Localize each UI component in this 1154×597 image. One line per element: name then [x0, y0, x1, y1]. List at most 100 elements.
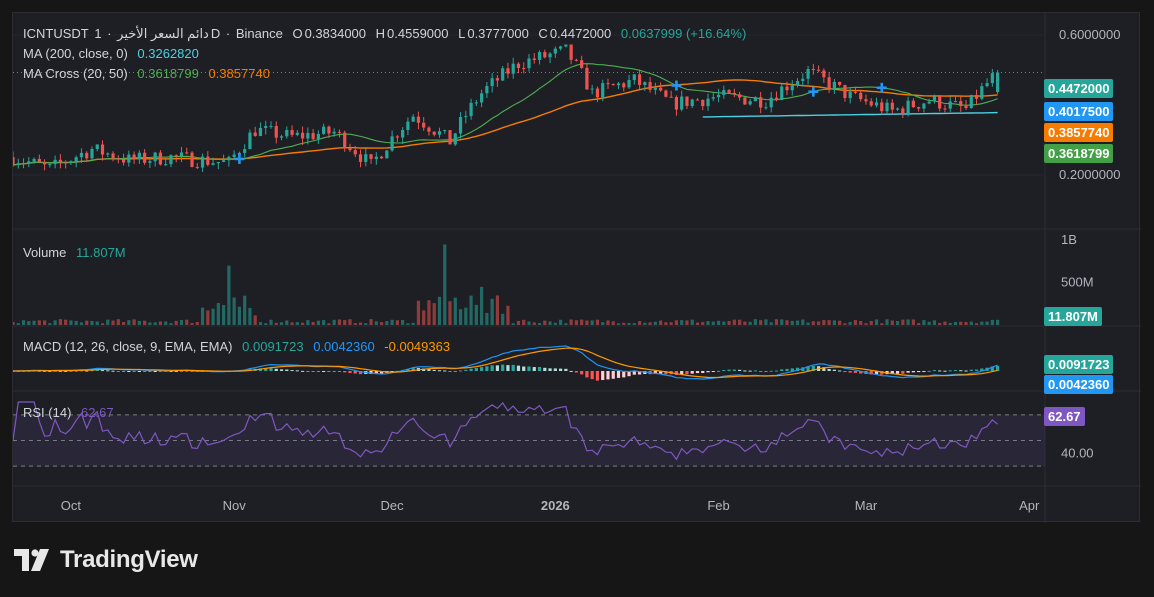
chart-canvas[interactable]: 0.6000000 0.2000000 1B 500M 40.00 Oct Nov Dec 20…	[11, 13, 1141, 523]
volume-bar-134	[716, 320, 721, 325]
volume-bar-108	[580, 319, 584, 325]
macd-hist-bar-175	[932, 370, 937, 372]
volume-bar-149	[795, 320, 800, 325]
macd-hist-bar-81	[437, 370, 442, 372]
volume-tick-label-0: 1B	[1061, 232, 1077, 247]
fast-ma-badge: 0.3618799	[1044, 144, 1114, 163]
candle-body-136	[727, 90, 731, 93]
volume-bar-4	[32, 320, 36, 325]
macross-fast-value: 0.3618799	[137, 66, 199, 81]
slow-ma-badge: 0.3857740	[1044, 123, 1114, 142]
macd-hist-bar-97	[522, 366, 526, 371]
macd-hist-bar-11	[69, 370, 73, 372]
candle-body-108	[580, 60, 584, 68]
price-tick-label-1: 0.2000000	[1059, 167, 1120, 182]
volume-bar-156	[832, 320, 836, 325]
volume-bar-65	[353, 322, 357, 325]
symbol-name[interactable]: ICNTUSDT	[23, 26, 89, 41]
volume-bar-85	[458, 309, 463, 325]
candle-body-41	[227, 156, 231, 161]
candle-body-37	[206, 156, 210, 165]
candle-body-35	[195, 166, 199, 168]
ma200-legend[interactable]: MA (200, close, 0) 0.3262820	[23, 46, 201, 61]
macd-hist-group	[11, 364, 1000, 381]
candle-body-113	[606, 83, 610, 85]
candle-body-83	[448, 130, 452, 145]
candle-body-133	[711, 97, 715, 99]
volume-legend[interactable]: Volume 11.807M	[23, 245, 128, 260]
macd-hist-bar-95	[511, 364, 515, 371]
candle-body-170	[906, 100, 910, 114]
volume-bar-181	[964, 321, 968, 325]
volume-bar-104	[558, 319, 563, 325]
macd-hist-bar-187	[996, 365, 1000, 371]
macd-hist-bar-173	[922, 371, 926, 372]
candle-body-143	[764, 107, 768, 109]
macd-hist-bar-129	[690, 371, 694, 374]
macd-hist-bar-16	[95, 369, 99, 371]
candle-body-1	[16, 163, 20, 166]
candle-body-121	[648, 82, 652, 90]
volume-bar-32	[179, 319, 184, 325]
close-label: C	[538, 26, 548, 41]
candle-body-162	[864, 99, 868, 102]
candle-body-14	[85, 152, 89, 159]
price-tick-label-0: 0.6000000	[1059, 27, 1120, 42]
macd-hist-bar-50	[274, 368, 278, 371]
volume-bar-174	[927, 321, 931, 325]
volume-bar-178	[948, 322, 952, 325]
close-value: 0.4472000	[549, 26, 612, 41]
candle-body-71	[385, 150, 389, 159]
rsi-legend[interactable]: RSI (14) 62.67	[23, 405, 116, 420]
candle-body-127	[680, 96, 684, 110]
candle-body-107	[574, 59, 578, 61]
volume-bar-40	[222, 305, 226, 325]
candle-body-29	[164, 164, 168, 166]
volume-bar-25	[143, 320, 147, 325]
volume-bar-83	[448, 301, 452, 325]
candle-body-16	[95, 144, 99, 150]
candle-body-92	[495, 78, 500, 81]
macd-legend[interactable]: MACD (12, 26, close, 9, EMA, EMA) 0.0091…	[23, 339, 452, 354]
candle-body-6	[42, 162, 47, 165]
macd-hist-bar-111	[595, 371, 600, 381]
price-type: دائم السعر الأخير	[117, 26, 209, 41]
candle-body-101	[543, 52, 547, 58]
candle-body-55	[300, 132, 305, 139]
time-tick-label-3: 2026	[541, 498, 570, 513]
volume-bar-173	[922, 320, 926, 325]
macd-hist-bar-126	[674, 371, 679, 375]
macd-hist-bar-130	[695, 371, 700, 374]
volume-bar-163	[869, 320, 873, 325]
volume-bar-27	[153, 322, 157, 325]
candle-body-57	[311, 132, 315, 140]
volume-bar-74	[401, 319, 405, 325]
macd-hist-bar-75	[406, 368, 410, 371]
candle-body-140	[748, 101, 752, 105]
macd-value: 0.0091723	[242, 339, 304, 354]
candle-body-46	[253, 132, 257, 136]
rsi-line	[12, 401, 998, 461]
interval: 1	[94, 26, 102, 41]
volume-bar-185	[985, 321, 989, 325]
signal-value: 0.0042360	[313, 339, 375, 354]
macd-hist-bar-169	[901, 371, 905, 374]
macd-hist-bar-20	[116, 371, 120, 372]
rsi-tick-label-0: 40.00	[1061, 445, 1094, 460]
candle-body-87	[469, 102, 473, 117]
macd-hist-bar-135	[722, 369, 726, 371]
candle-body-69	[374, 156, 378, 159]
macd-hist-bar-55	[300, 370, 305, 372]
time-tick-label-4: Feb	[707, 498, 729, 513]
volume-bar-140	[748, 321, 752, 325]
candle-body-25	[143, 152, 147, 163]
volume-bar-150	[801, 319, 805, 325]
candle-body-9	[58, 159, 62, 163]
macd-hist-bar-137	[732, 369, 736, 371]
volume-bar-50	[274, 322, 278, 325]
macross-legend[interactable]: MA Cross (20, 50) 0.3618799 0.3857740	[23, 66, 272, 81]
volume-bar-165	[880, 323, 884, 325]
macd-hist-bar-56	[306, 371, 310, 372]
time-tick-label-6: Apr	[1019, 498, 1040, 513]
tradingview-logo[interactable]: TradingView	[14, 544, 198, 576]
